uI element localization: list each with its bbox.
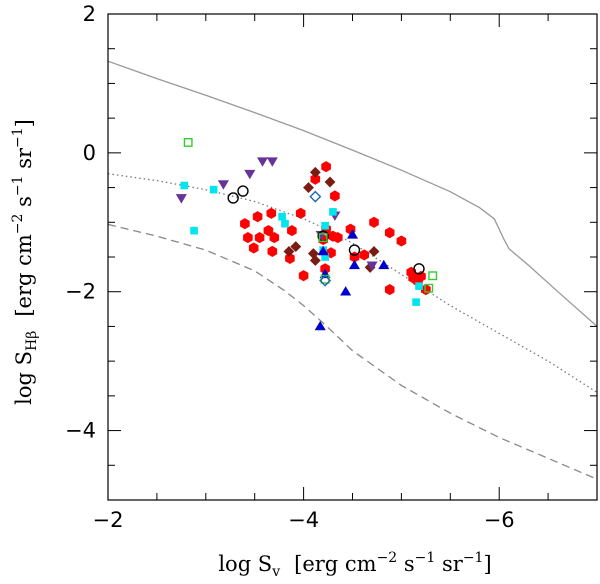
axis-ticks: −2 −4 −6 2 0 −2 −4 — [65, 2, 598, 532]
point-red-hexagons — [298, 270, 309, 282]
x-tick-label: −4 — [288, 508, 319, 532]
point-red-hexagons — [384, 227, 395, 239]
point-green-open-squares — [424, 283, 434, 293]
y-tick-label: −2 — [65, 280, 96, 304]
point-red-hexagons — [285, 252, 295, 264]
y-label-sub: Hβ — [24, 331, 40, 351]
point-blue-up-triangles — [346, 229, 359, 239]
x-tick-label: −2 — [93, 508, 124, 532]
point-purple-down-triangles — [266, 157, 278, 167]
point-purple-down-triangles — [256, 157, 269, 167]
point-blue-up-triangles — [340, 286, 352, 296]
data-points — [175, 137, 438, 331]
point-darkred-diamonds — [368, 246, 380, 257]
point-red-hexagons — [332, 232, 343, 244]
x-label-exp2: −1 — [415, 550, 436, 566]
point-red-hexagons — [287, 225, 297, 237]
point-green-open-squares — [183, 137, 193, 147]
point-cyan-squares — [329, 208, 337, 216]
point-red-hexagons — [263, 225, 274, 237]
y-label-exp1: −2 — [10, 214, 26, 235]
x-tick-label: −6 — [484, 508, 515, 532]
point-black-open-circles — [348, 244, 361, 256]
point-blue-up-triangles — [348, 259, 360, 270]
x-axis-label: log Sv [erg cm−2 s−1 sr−1] — [218, 550, 491, 580]
x-label-prefix: log S — [218, 552, 272, 576]
point-cyan-squares — [321, 221, 329, 230]
x-label-close: ] — [483, 552, 491, 576]
x-label-exp3: −1 — [463, 550, 484, 566]
curve-solid — [108, 60, 597, 327]
y-tick-label: 2 — [83, 2, 96, 26]
point-cyan-squares — [180, 181, 189, 190]
point-red-hexagons — [269, 232, 280, 244]
y-tick-label: −4 — [65, 419, 96, 443]
point-red-hexagons — [295, 207, 306, 219]
y-label-units: [erg cm — [12, 234, 36, 317]
point-cyan-squares — [415, 282, 423, 290]
point-darkred-diamonds — [307, 248, 319, 259]
point-cyan-squares — [412, 298, 420, 306]
point-cyan-squares — [190, 226, 198, 235]
point-red-hexagons — [266, 207, 277, 219]
point-red-hexagons — [369, 216, 379, 228]
point-darkred-diamonds — [290, 241, 302, 253]
point-red-hexagons — [248, 242, 259, 254]
point-black-open-circles — [237, 185, 249, 197]
x-label-s: s — [397, 552, 414, 576]
point-red-hexagons — [243, 232, 253, 244]
point-blue-up-triangles — [378, 259, 390, 270]
point-red-hexagons — [384, 284, 395, 296]
point-purple-down-triangles — [244, 169, 256, 180]
point-black-open-circles — [227, 192, 239, 204]
point-green-open-squares — [428, 271, 438, 281]
point-red-hexagons — [359, 249, 370, 261]
point-blue-up-triangles — [314, 320, 326, 331]
point-red-hexagons — [267, 245, 278, 257]
point-red-hexagons — [240, 218, 250, 230]
point-red-hexagons — [321, 161, 331, 173]
y-label-close: ] — [12, 119, 36, 127]
point-red-hexagons — [252, 211, 263, 223]
point-red-hexagons — [254, 232, 265, 244]
point-red-hexagons — [310, 173, 321, 185]
point-black-open-circles — [413, 263, 425, 275]
plot-frame — [107, 13, 598, 501]
point-purple-down-triangles — [217, 180, 229, 190]
y-label-exp3: −1 — [10, 127, 26, 148]
point-red-hexagons — [330, 190, 340, 202]
x-label-sub: v — [271, 564, 280, 580]
point-purple-down-triangles — [366, 261, 378, 271]
y-label-prefix: log S — [12, 351, 36, 405]
point-darkred-diamonds — [309, 166, 321, 178]
y-label-sr: sr — [12, 147, 36, 175]
point-blue-open-diamonds — [319, 274, 332, 287]
point-green-open-squares — [318, 233, 328, 243]
point-cyan-squares — [278, 212, 286, 221]
point-darkred-diamonds — [324, 176, 336, 188]
curve-dotted — [108, 173, 597, 393]
point-darkred-diamonds — [303, 182, 314, 193]
y-label-s: s — [12, 196, 36, 213]
y-label-exp2: −1 — [10, 175, 26, 196]
curve-dashed — [108, 223, 597, 480]
model-curves — [108, 60, 597, 480]
point-purple-down-triangles — [175, 194, 187, 204]
x-label-units: [erg cm — [294, 552, 377, 576]
point-red-hexagons — [396, 235, 407, 247]
point-cyan-squares — [281, 219, 289, 228]
point-darkred-diamonds — [283, 246, 295, 257]
y-axis-label: log SHβ[erg cm−2 s−1 sr−1] — [10, 119, 40, 405]
x-label-sr: sr — [435, 552, 463, 576]
y-tick-label: 0 — [83, 141, 96, 165]
x-label-exp1: −2 — [377, 550, 398, 566]
point-blue-up-triangles — [317, 245, 329, 256]
point-cyan-squares — [209, 185, 218, 194]
point-blue-open-diamonds — [309, 190, 322, 203]
